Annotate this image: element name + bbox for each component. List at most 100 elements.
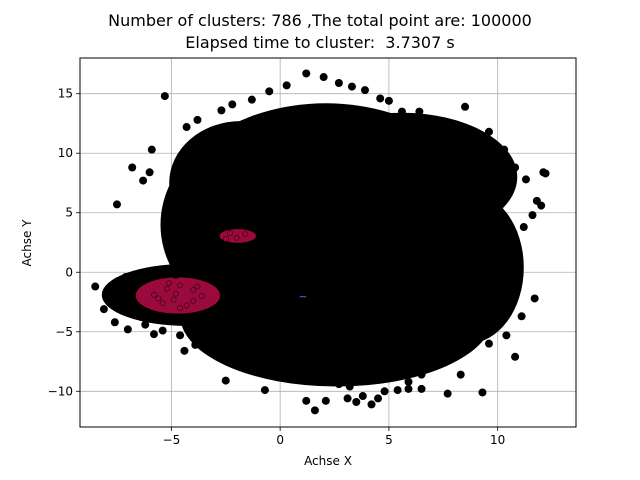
scatter-point <box>519 223 528 232</box>
scatter-point <box>159 300 166 307</box>
scatter-point <box>334 78 343 87</box>
scatter-point <box>502 331 511 340</box>
scatter-point <box>474 132 483 141</box>
scatter-point <box>282 81 291 90</box>
x-tick-label: 0 <box>276 433 284 447</box>
scatter-point <box>204 248 213 257</box>
x-ticks: −5 0 5 10 <box>163 427 505 447</box>
scatter-point <box>110 318 119 327</box>
scatter-point <box>484 339 493 348</box>
scatter-point <box>367 400 376 409</box>
scatter-point <box>172 290 179 297</box>
scatter-point <box>147 145 156 154</box>
scatter-point <box>151 292 157 298</box>
scatter-point <box>452 330 461 339</box>
y-tick-label: 0 <box>65 265 73 279</box>
scatter-point <box>247 359 256 368</box>
scatter-point <box>222 236 229 242</box>
scatter-point <box>302 69 311 78</box>
scatter-point <box>404 384 413 393</box>
scatter-point <box>289 371 298 380</box>
scatter-point <box>121 273 130 282</box>
scatter-point <box>242 231 249 238</box>
y-tick-label: −5 <box>55 325 73 339</box>
scatter-point <box>428 362 437 371</box>
scatter-point <box>190 297 196 304</box>
scatter-point <box>445 125 454 134</box>
scatter-point <box>198 293 205 299</box>
scatter-point <box>191 340 200 349</box>
scatter-point <box>456 370 465 379</box>
scatter-point <box>139 176 148 185</box>
scatter-point <box>500 251 509 260</box>
scatter-point <box>166 280 173 286</box>
y-tick-label: 10 <box>58 146 73 160</box>
scatter-point <box>428 117 437 126</box>
scatter-point <box>343 394 352 403</box>
scatter-point <box>145 168 154 177</box>
axes-frame <box>79 57 577 428</box>
scatter-point <box>478 388 487 397</box>
scatter-point <box>404 377 413 386</box>
x-tick-label: −5 <box>163 433 181 447</box>
scatter-point <box>234 357 243 366</box>
y-tick-label: 5 <box>65 206 73 220</box>
scatter-point <box>260 386 269 395</box>
scatter-point <box>511 163 520 172</box>
scatter-point <box>160 92 169 101</box>
scatter-point <box>347 82 356 91</box>
y-tick-label: −10 <box>48 384 73 398</box>
scatter-point <box>310 406 319 415</box>
scatter-point <box>128 163 137 172</box>
scatter-point <box>537 201 546 210</box>
y-tick-label: 15 <box>58 87 73 101</box>
scatter-point <box>319 73 328 82</box>
scatter-point <box>219 355 228 364</box>
scatter-point <box>217 106 226 115</box>
scatter-point <box>393 386 402 395</box>
scatter-point <box>226 253 235 262</box>
scatter-point <box>530 294 539 303</box>
x-tick-label: 5 <box>385 433 393 447</box>
scatter-point <box>376 94 385 103</box>
y-ticks: −10 −5 0 5 10 15 <box>48 87 80 398</box>
scatter-point <box>521 175 530 184</box>
scatter-point <box>480 278 489 287</box>
scatter-point <box>415 107 424 116</box>
scatter-point <box>511 234 520 243</box>
scatter-point <box>194 283 201 290</box>
scatter-points <box>91 69 550 415</box>
scatter-point <box>484 127 493 136</box>
scatter-point <box>302 396 311 405</box>
y-axis-label: Achse Y <box>20 219 34 267</box>
scatter-point <box>177 305 183 311</box>
x-axis-label: Achse X <box>304 454 352 468</box>
scatter-point <box>171 270 180 279</box>
scatter-point <box>417 384 426 393</box>
x-tick-label: 10 <box>490 433 505 447</box>
scatter-point <box>276 367 285 376</box>
scatter-point <box>176 331 185 340</box>
scatter-point <box>99 305 108 314</box>
dense-right-band <box>410 191 524 344</box>
scatter-point <box>500 145 509 154</box>
scatter-point <box>177 282 183 289</box>
scatter-point <box>164 286 170 292</box>
scatter-point <box>233 234 240 241</box>
scatter-point <box>91 282 100 291</box>
chart-subtitle: Elapsed time to cluster: 3.7307 s <box>185 33 455 52</box>
scatter-point <box>384 96 393 105</box>
scatter-point <box>265 87 274 96</box>
scatter-point <box>334 380 343 389</box>
scatter-point <box>183 302 190 309</box>
scatter-point <box>282 374 291 383</box>
scatter-point <box>321 396 330 405</box>
scatter-point <box>471 296 480 305</box>
scatter-point <box>221 376 230 385</box>
scatter-point <box>149 330 158 339</box>
scatter-point <box>380 387 389 396</box>
scatter-point <box>374 394 383 403</box>
scatter-point <box>511 352 520 361</box>
scatter-point <box>191 169 200 178</box>
